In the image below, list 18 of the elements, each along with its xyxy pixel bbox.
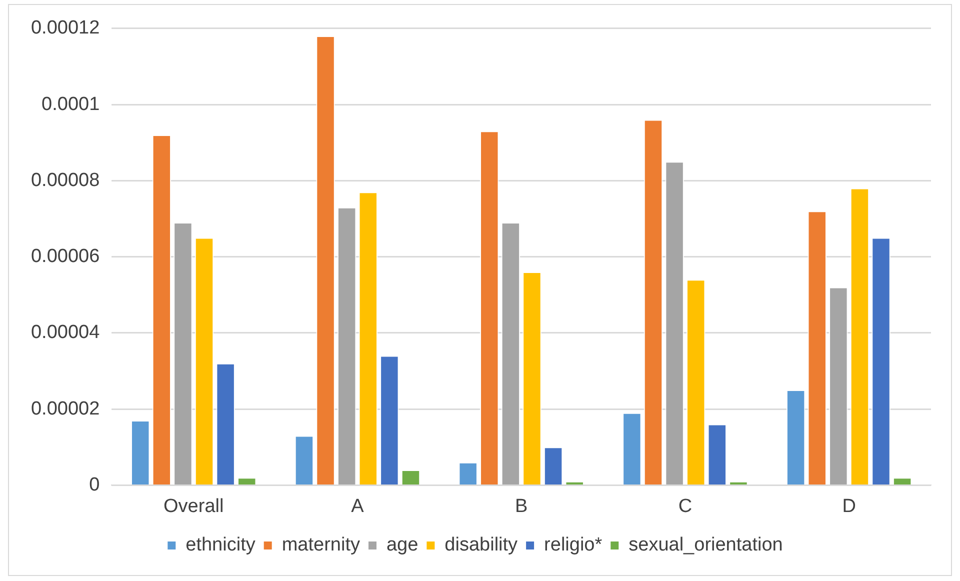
x-tick-label: B [514,496,528,517]
legend-label: sexual_orientation [628,534,783,556]
x-tick-label: D [842,496,856,517]
x-tick-label: A [351,496,364,517]
y-tick-label: 0.00004 [30,322,100,344]
legend-label: age [386,534,418,556]
y-tick-label: 0 [89,474,100,496]
x-tick-label: C [678,496,692,517]
y-tick-label: 0.0001 [42,94,100,115]
legend-label: ethnicity [186,534,256,556]
y-tick-label: 0.00008 [30,170,100,191]
legend-label: religio* [544,534,603,556]
legend-label: disability [444,534,518,556]
y-tick-label: 0.00012 [30,18,100,39]
legend-label: maternity [282,534,360,556]
x-tick-label: Overall [164,496,224,517]
y-tick-label: 0.00006 [30,246,100,268]
y-tick-label: 0.00002 [30,398,100,420]
